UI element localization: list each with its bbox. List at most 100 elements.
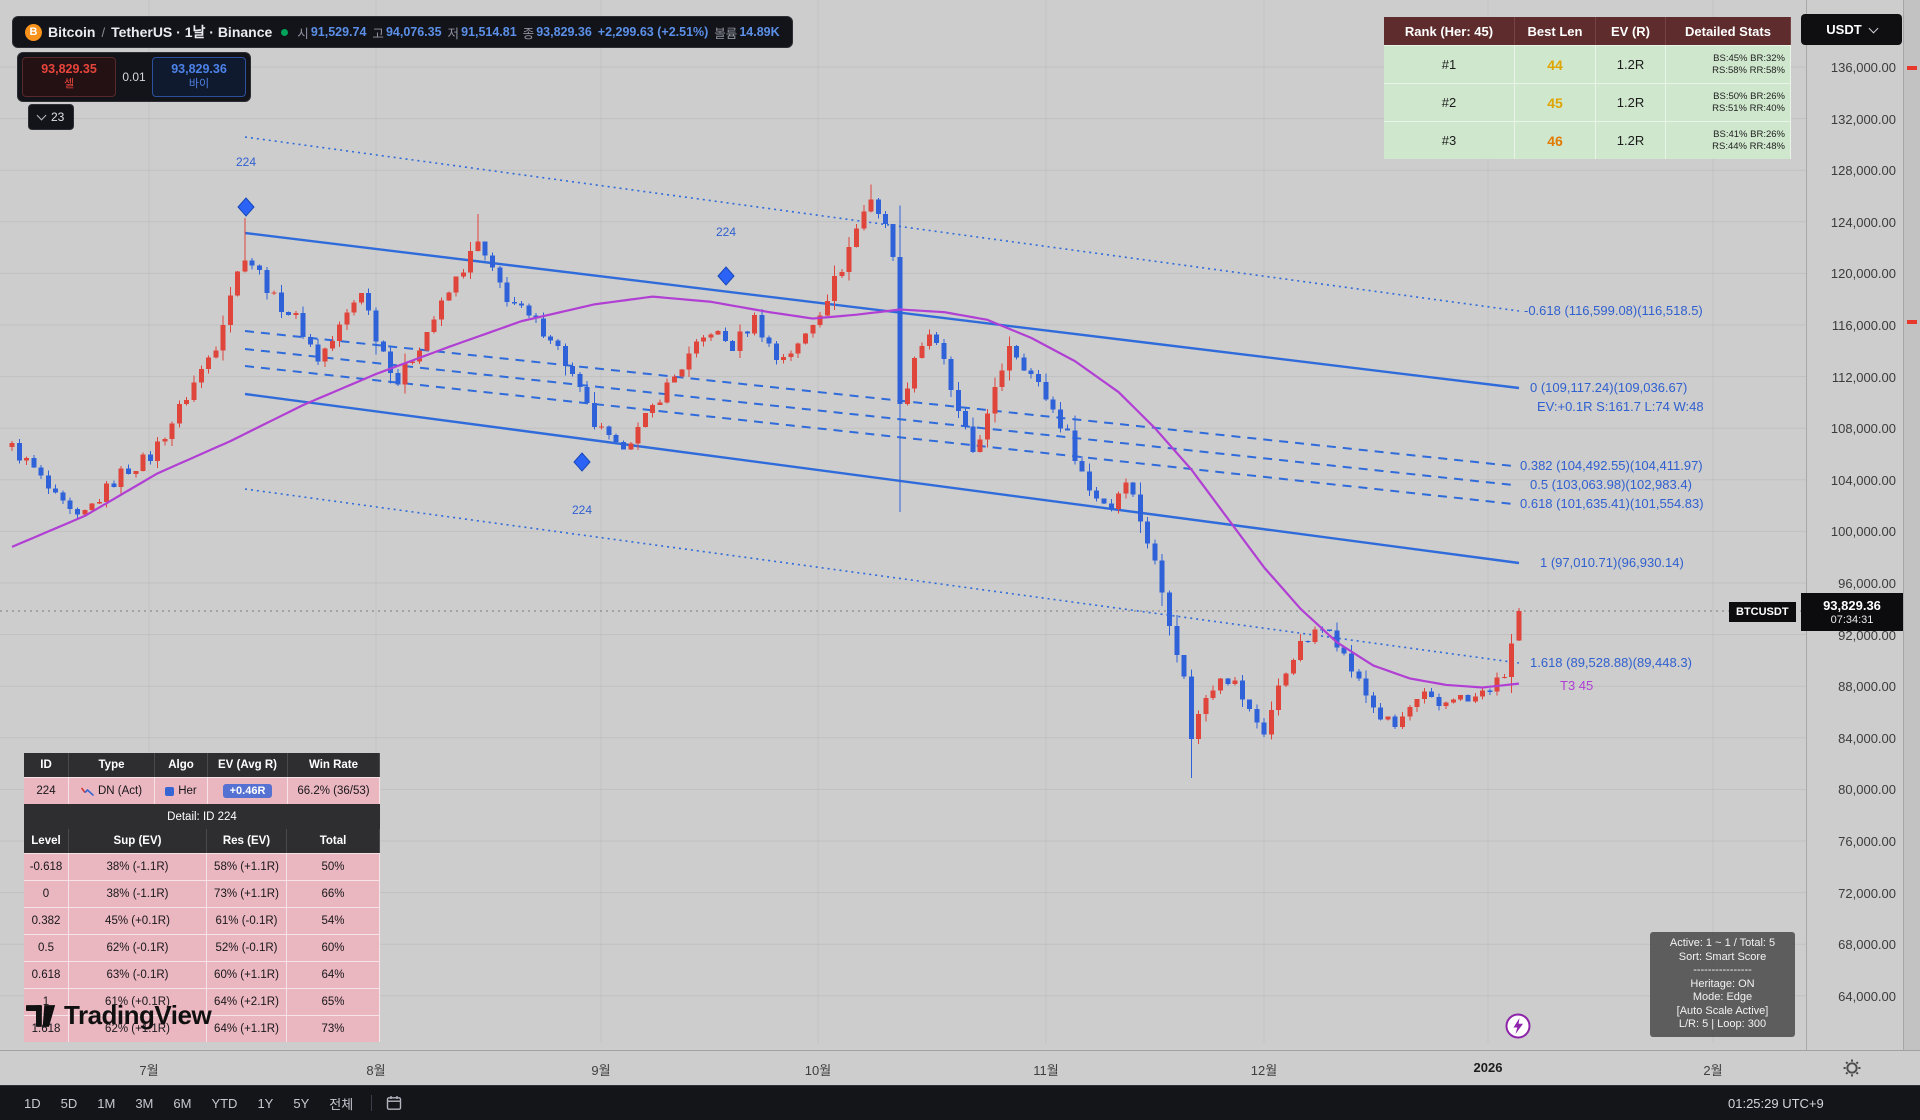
time-axis-label: 8월 (366, 1063, 386, 1078)
range-buttons: 1D 5D 1M 3M 6M YTD 1Y 5Y 전체 (14, 1086, 363, 1120)
symbol-detail: TetherUS · 1날 · Binance (111, 24, 273, 40)
clock[interactable]: 01:25:29 UTC+9 (1728, 1096, 1824, 1111)
diamond-marker-icon[interactable] (717, 266, 735, 286)
low-value: 91,514.81 (461, 25, 517, 39)
level-row: 0.382 45% (+0.1R) 61% (-0.1R) 54% (24, 907, 380, 934)
symbol-header[interactable]: B Bitcoin / TetherUS · 1날 · Binance 시 91,… (12, 16, 793, 48)
open-value: 91,529.74 (310, 25, 367, 39)
res-cell: 60% (+1.1R) (207, 961, 287, 988)
chevron-down-icon (1868, 23, 1879, 33)
ev-cell: 1.2R (1596, 121, 1666, 159)
buy-button[interactable]: 93,829.36 바이 (152, 57, 246, 97)
rank-table-header-row: Rank (Her: 45) Best Len EV (R) Detailed Sta… (1384, 17, 1791, 45)
stats-line: RS:58% RR:58% (1712, 64, 1785, 76)
price-axis-label: 80,000.00 (1838, 782, 1896, 798)
time-axis-label: 9월 (591, 1063, 611, 1078)
time-axis[interactable]: 7월 8월 9월 10월 11월 12월 2026 2월 (0, 1050, 1920, 1086)
fib-channel: -0.618 (116,599.08)(116,518.5) 0 (109,117… (244, 136, 1704, 670)
go-to-date-button[interactable] (380, 1095, 408, 1111)
level-row: -0.618 38% (-1.1R) 58% (+1.1R) 50% (24, 853, 380, 880)
price-axis-label: 112,000.00 (1831, 369, 1896, 385)
axis-alert-tick (1907, 320, 1917, 324)
range-button[interactable]: 1D (24, 1095, 41, 1111)
total-cell: 54% (287, 907, 380, 934)
range-button[interactable]: 6M (173, 1095, 192, 1111)
res-cell: 61% (-0.1R) (207, 907, 287, 934)
rank-table-header-cell: Detailed Stats (1666, 17, 1791, 45)
sup-cell: 63% (-0.1R) (69, 961, 207, 988)
stats-cell: BS:50% BR:26% RS:51% RR:40% (1666, 83, 1791, 121)
diamond-marker-icon[interactable] (573, 452, 591, 472)
order-panel: 93,829.35 셀 0.01 93,829.36 바이 (17, 52, 251, 102)
res-cell: 58% (+1.1R) (207, 853, 287, 880)
res-cell: 64% (+2.1R) (207, 988, 287, 1015)
id-table-header-cell: Win Rate (288, 753, 380, 777)
price-axis-label: 100,000.00 (1830, 524, 1896, 540)
range-button[interactable]: 1Y (257, 1095, 274, 1111)
currency-label: USDT (1826, 22, 1862, 37)
fib-level-label: 1 (97,010.71)(96,930.14) (1540, 555, 1684, 570)
price-axis-label: 96,000.00 (1838, 576, 1896, 591)
price-axis-label: 88,000.00 (1838, 679, 1896, 695)
level-header-cell: Total (287, 829, 380, 853)
id-table-header-row: ID Type Algo EV (Avg R) Win Rate (24, 753, 380, 777)
sell-button[interactable]: 93,829.35 셀 (22, 57, 116, 97)
range-button[interactable]: 3M (135, 1095, 154, 1111)
rank-table-row: #3 46 1.2R BS:41% BR:26% RS:44% RR:48% (1384, 121, 1791, 159)
stats-line: RS:44% RR:48% (1712, 140, 1785, 152)
rank-table: Rank (Her: 45) Best Len EV (R) Detailed Sta… (1384, 17, 1791, 159)
price-axis-label: 120,000.00 (1830, 266, 1896, 282)
total-cell: 65% (287, 988, 380, 1015)
chevron-down-icon (36, 110, 47, 121)
quantity-field[interactable]: 0.01 (122, 70, 146, 84)
sup-cell: 61% (+0.1R) (69, 988, 207, 1015)
rank-cell: #1 (1384, 45, 1515, 83)
price-axis-label: 128,000.00 (1830, 163, 1896, 179)
level-row: 1 61% (+0.1R) 64% (+2.1R) 65% (24, 988, 380, 1015)
right-scroll-strip[interactable] (1903, 0, 1920, 1050)
range-button[interactable]: 5Y (293, 1095, 310, 1111)
last-price: 93,829.36 (1823, 597, 1881, 613)
object-tree-chip[interactable]: 23 (28, 104, 75, 130)
candles (9, 184, 1522, 778)
total-cell: 64% (287, 961, 380, 988)
range-button[interactable]: 전체 (329, 1096, 354, 1112)
range-button[interactable]: 5D (60, 1095, 78, 1111)
gear-icon[interactable] (1843, 1059, 1861, 1082)
change-value: +2,299.63 (+2.51%) (597, 25, 709, 39)
bottom-toolbar: 1D 5D 1M 3M 6M YTD 1Y 5Y 전체 01:25:29 UTC+9 (0, 1085, 1920, 1120)
level-header-cell: Res (EV) (207, 829, 287, 853)
tradingview-mark-icon (26, 1004, 56, 1027)
info-line: ---------------- (1693, 964, 1752, 976)
info-line: [Auto Scale Active] (1676, 1004, 1769, 1017)
info-line: Mode: Edge (1692, 991, 1753, 1003)
fib-level-label: 1.618 (89,528.88)(89,448.3) (1530, 655, 1692, 670)
calendar-icon (386, 1096, 402, 1110)
time-axis-label: 2026 (1473, 1060, 1503, 1075)
total-cell: 60% (287, 934, 380, 961)
stats-line: BS:41% BR:26% (1713, 129, 1785, 140)
strategy-detail-table: ID Type Algo EV (Avg R) Win Rate 224 DN (Act) H… (24, 753, 380, 1042)
marker-id-label: 224 (716, 225, 736, 239)
id-table-main-row: 224 DN (Act) Her +0.46R 66.2% (36/53) (24, 777, 380, 804)
tradingview-logo[interactable]: TradingView (26, 1000, 212, 1031)
lightning-icon[interactable] (1505, 1013, 1531, 1039)
toolbar-divider (371, 1095, 373, 1111)
diamond-marker-icon[interactable] (237, 197, 255, 217)
level-cell: 0.5 (24, 934, 69, 961)
range-button[interactable]: YTD (211, 1095, 238, 1111)
price-chart-canvas[interactable]: -0.618 (116,599.08)(116,518.5) 0 (109,117… (0, 0, 1806, 1043)
trend-icon (80, 787, 94, 796)
currency-selector[interactable]: USDT (1801, 14, 1902, 45)
fib-level-label: -0.618 (116,599.08)(116,518.5) (1524, 303, 1703, 318)
range-button[interactable]: 1M (97, 1095, 116, 1111)
level-row: 0 38% (-1.1R) 73% (+1.1R) 66% (24, 880, 380, 907)
ev-cell: 1.2R (1596, 83, 1666, 121)
price-axis[interactable]: 136,000.00 132,000.00 128,000.00 124,000.00… (1806, 0, 1904, 1050)
price-axis-label: 84,000.00 (1838, 730, 1896, 746)
sup-cell: 38% (-1.1R) (69, 880, 207, 907)
tradingview-wordmark: TradingView (64, 1000, 212, 1030)
scanner-status-panel: Active: 1 ~ 1 / Total: 5 Sort: Smart Scor… (1650, 932, 1795, 1037)
close-value: 93,829.36 (536, 25, 592, 39)
level-cell: -0.618 (24, 853, 69, 880)
